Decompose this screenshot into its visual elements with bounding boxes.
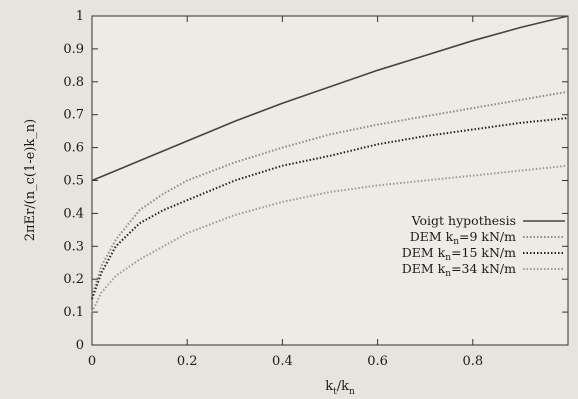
y-tick-label: 0.2 [63,272,84,287]
x-axis-title-mid: /k [337,379,349,394]
legend-label-1: DEM kn=9 kN/m [410,229,516,247]
legend-label-suffix: =9 kN/m [459,229,516,244]
legend-label-subscript: n [445,253,451,263]
y-tick-label: 0.8 [63,75,84,90]
x-axis-title: kt/kn [325,379,355,397]
y-tick-label: 0.6 [63,141,84,156]
y-axis-title: 2πEr/(n_c(1-e)k_n) [23,119,38,241]
series-line-1 [91,90,569,296]
plot-area [91,15,569,346]
legend-label-suffix: =15 kN/m [451,245,516,260]
legend-label-suffix: =34 kN/m [451,261,516,276]
legend-label-subscript: n [445,269,451,279]
series-line-0 [91,15,569,182]
legend-label-text: DEM k [402,261,446,276]
y-tick-label: 0.5 [63,174,84,189]
series-layer [91,15,569,313]
y-tick-label: 0 [76,338,84,353]
x-tick-label: 0 [88,354,96,369]
y-tick-label: 0.9 [63,42,84,57]
x-axis-title-main: k [325,379,333,394]
series-line-2 [91,117,569,300]
legend-label-0: Voigt hypothesis [411,213,516,228]
y-tick-label: 0.1 [63,305,84,320]
legend-label-text: Voigt hypothesis [411,213,516,228]
legend-label-3: DEM kn=34 kN/m [402,261,516,279]
y-tick-label: 1 [76,9,84,24]
legend-label-text: DEM k [410,229,454,244]
y-tick-label: 0.4 [63,206,84,221]
legend-label-2: DEM kn=15 kN/m [402,245,516,263]
x-axis-title-sub1: t [333,387,337,397]
x-tick-label: 0.8 [462,354,483,369]
legend-label-subscript: n [453,237,459,247]
y-tick-label: 0.7 [63,108,84,123]
axis-ticks: 0 0.1 0.2 0.3 0.4 0.5 0.6 0.7 0.8 0.9 1 0 0.2 0.4 0.6 0… [63,9,568,369]
x-tick-label: 0.6 [367,354,388,369]
x-tick-label: 0.4 [272,354,293,369]
x-axis-title-sub2: n [349,387,355,397]
y-tick-label: 0.3 [63,239,84,254]
x-tick-label: 0.2 [177,354,198,369]
legend-label-text: DEM k [402,245,446,260]
plot-frame [91,15,569,346]
